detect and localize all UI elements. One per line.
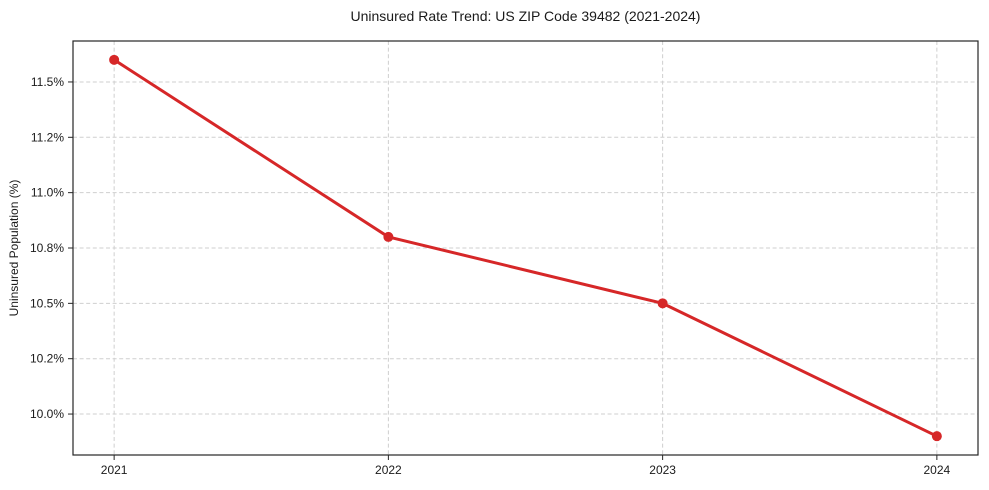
x-tick-label: 2024 [924, 463, 951, 477]
y-tick-label: 10.5% [30, 296, 64, 310]
chart-title: Uninsured Rate Trend: US ZIP Code 39482 … [350, 8, 701, 24]
x-tick-label: 2022 [375, 463, 402, 477]
trend-line [112, 58, 939, 438]
y-tick-label: 10.0% [30, 407, 64, 421]
data-point [931, 431, 942, 442]
x-tick-label: 2023 [649, 463, 676, 477]
data-point [657, 298, 668, 309]
y-tick-label: 11.0% [31, 186, 64, 200]
y-tick-label: 10.2% [30, 352, 64, 366]
y-tick-label: 10.8% [30, 241, 64, 255]
data-point [109, 54, 120, 65]
x-tick-label: 2021 [101, 463, 128, 477]
data-point [383, 231, 394, 242]
y-tick-label: 11.2% [31, 130, 64, 144]
y-tick-label: 11.5% [31, 75, 64, 89]
